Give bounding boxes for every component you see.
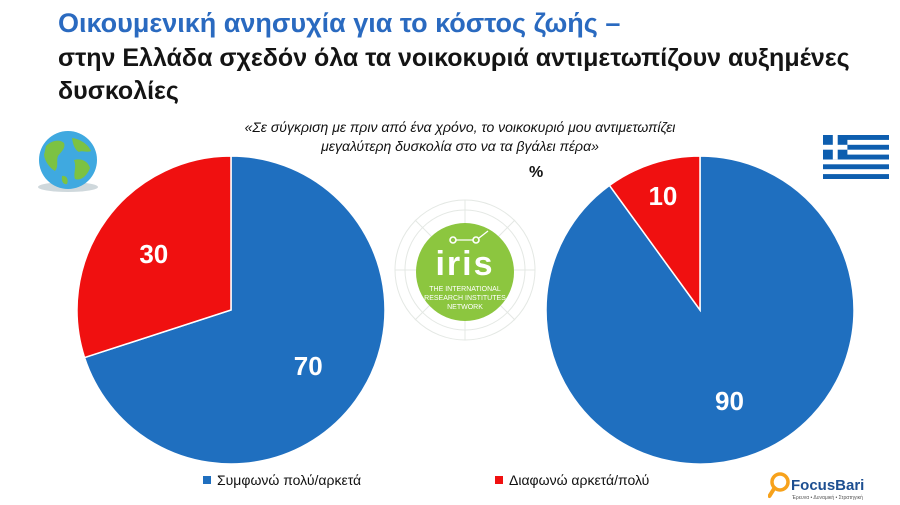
page-subtitle: στην Ελλάδα σχεδόν όλα τα νοικοκυριά αντ… xyxy=(58,44,850,105)
page-title: Οικουμενική ανησυχία για το κόστος ζωής … xyxy=(58,8,621,38)
data-label-world-disagree: 30 xyxy=(139,239,168,269)
focusbari-logo: FocusBari Έρευνα • Δυναμική • Στρατηγική xyxy=(768,472,864,501)
greek-flag-icon xyxy=(823,135,889,179)
pie-slice-world-agree xyxy=(83,155,386,465)
pie-chart-greece: 90 10 xyxy=(545,155,855,465)
legend-label-disagree: Διαφωνώ αρκετά/πολύ xyxy=(509,472,650,488)
unit-label: % xyxy=(529,164,544,181)
legend-item-disagree: Διαφωνώ αρκετά/πολύ xyxy=(495,472,649,488)
data-label-greece-disagree: 10 xyxy=(648,181,677,211)
pie-slice-world-disagree xyxy=(76,155,232,359)
legend-swatch-disagree xyxy=(495,476,503,484)
survey-question-line-1: «Σε σύγκριση με πριν από ένα χρόνο, το ν… xyxy=(244,119,676,135)
iris-wordmark: iris xyxy=(435,245,494,283)
legend-item-agree: Συμφωνώ πολύ/αρκετά xyxy=(203,472,361,488)
iris-tagline-3: NETWORK xyxy=(447,304,483,311)
data-label-greece-agree: 90 xyxy=(715,386,744,416)
iris-tagline-1: THE INTERNATIONAL xyxy=(429,286,501,293)
survey-question-line-2: μεγαλύτερη δυσκολία στο να τα βγάλει πέρ… xyxy=(321,138,599,154)
globe-icon xyxy=(38,131,98,192)
pie-slice-greece-disagree xyxy=(608,155,701,313)
legend-label-agree: Συμφωνώ πολύ/αρκετά xyxy=(217,472,362,488)
legend-swatch-agree xyxy=(203,476,211,484)
focusbari-tagline: Έρευνα • Δυναμική • Στρατηγική xyxy=(791,494,863,501)
pie-chart-world: 70 30 xyxy=(76,155,386,465)
iris-tagline-2: RESEARCH INSTITUTES xyxy=(424,295,506,302)
iris-logo: iris THE INTERNATIONAL RESEARCH INSTITUT… xyxy=(394,199,536,341)
data-label-world-agree: 70 xyxy=(294,351,323,381)
focusbari-name: FocusBari xyxy=(791,477,864,494)
survey-question: «Σε σύγκριση με πριν από ένα χρόνο, το ν… xyxy=(180,118,740,156)
